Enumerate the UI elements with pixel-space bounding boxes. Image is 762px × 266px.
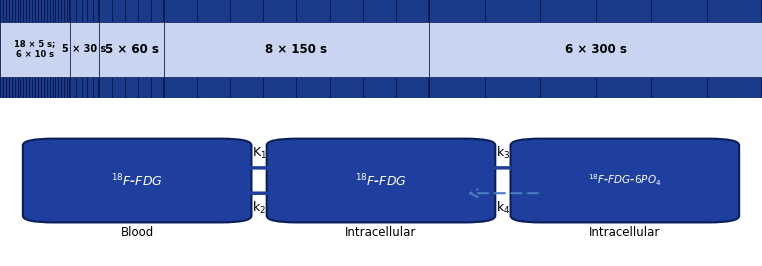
FancyBboxPatch shape	[23, 139, 251, 222]
Text: Intracellular: Intracellular	[589, 226, 661, 239]
FancyBboxPatch shape	[267, 139, 495, 222]
FancyBboxPatch shape	[511, 139, 739, 222]
Bar	[429, 22, 762, 77]
Text: 8 × 150 s: 8 × 150 s	[265, 43, 328, 56]
Text: $^{18}F$-$FDG$: $^{18}F$-$FDG$	[355, 172, 407, 189]
Bar	[0, 22, 70, 77]
Text: Blood: Blood	[120, 226, 154, 239]
Text: 5 × 30 s: 5 × 30 s	[62, 44, 107, 54]
Text: k$_2$: k$_2$	[252, 200, 266, 216]
Text: 5 × 60 s: 5 × 60 s	[104, 43, 158, 56]
Text: k$_4$: k$_4$	[496, 200, 510, 216]
Bar	[70, 22, 99, 77]
Text: k$_3$: k$_3$	[496, 145, 510, 161]
Text: K$_1$: K$_1$	[251, 146, 267, 161]
Text: Intracellular: Intracellular	[345, 226, 417, 239]
Bar	[164, 22, 429, 77]
Bar	[99, 22, 164, 77]
Text: 18 × 5 s;
6 × 10 s: 18 × 5 s; 6 × 10 s	[14, 40, 56, 59]
Text: $^{18}F$-$FDG$: $^{18}F$-$FDG$	[111, 172, 163, 189]
Text: 6 × 300 s: 6 × 300 s	[565, 43, 626, 56]
Text: $^{18}F$-$FDG$-$6PO_4$: $^{18}F$-$FDG$-$6PO_4$	[588, 173, 661, 188]
